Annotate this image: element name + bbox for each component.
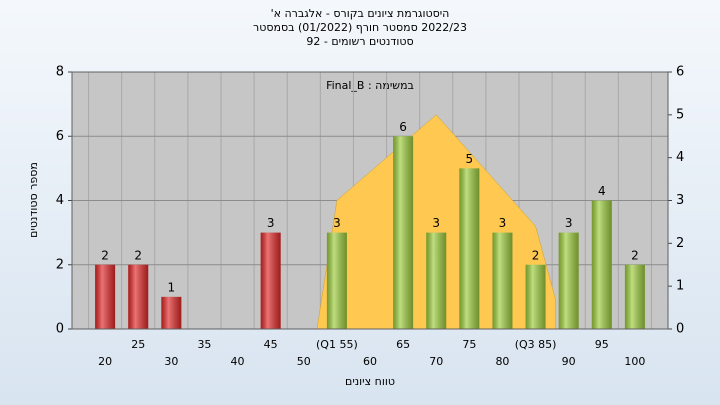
value-label: 2 — [532, 248, 540, 262]
y2-tick-label: 2 — [676, 236, 684, 251]
value-label: 4 — [598, 184, 606, 198]
bar-shading — [492, 232, 513, 329]
value-label: 3 — [565, 216, 573, 230]
annotation: במשימה : Final_B — [326, 79, 414, 92]
bar-shading — [128, 264, 149, 329]
x-tick-label: (Q3 85) — [515, 338, 557, 351]
value-label: 5 — [466, 152, 474, 166]
x-tick-label: 50 — [297, 355, 311, 368]
value-label: 2 — [134, 248, 142, 262]
value-label: 2 — [631, 248, 639, 262]
x-tick-label: 30 — [164, 355, 178, 368]
value-label: 6 — [399, 120, 407, 134]
x-tick-label: 100 — [624, 355, 645, 368]
x-tick-label: 80 — [495, 355, 509, 368]
value-label: 1 — [168, 280, 176, 294]
x-tick-label: 95 — [595, 338, 609, 351]
x-tick-label: 40 — [231, 355, 245, 368]
bar-shading — [459, 168, 480, 329]
value-label: 2 — [101, 248, 109, 262]
y2-tick-label: 6 — [676, 65, 684, 80]
x-tick-label: (Q1 55) — [316, 338, 358, 351]
y2-tick-label: 5 — [676, 107, 684, 122]
bar-shading — [624, 264, 645, 329]
x-tick-label: 90 — [562, 355, 576, 368]
y-tick-label: 2 — [56, 257, 64, 272]
plot-border — [71, 71, 669, 330]
value-label: 3 — [499, 216, 507, 230]
bar-shading — [558, 232, 579, 329]
x-tick-label: 65 — [396, 338, 410, 351]
value-label: 3 — [267, 216, 275, 230]
y-tick-label: 8 — [56, 65, 64, 80]
bar-shading — [591, 200, 612, 329]
value-label: 3 — [432, 216, 440, 230]
y-axis-label: מספר סטודנטים — [27, 162, 40, 238]
y-tick-label: 6 — [56, 129, 64, 144]
chart-subtitle: סטודנטים רשומים - 92 — [306, 35, 413, 48]
x-tick-label: 45 — [264, 338, 278, 351]
x-tick-label: 25 — [131, 338, 145, 351]
y2-tick-label: 0 — [676, 322, 684, 337]
chart-title: היסטוגרמת ציונים בקורס - אלגברה א' — [271, 7, 450, 20]
bar-shading — [525, 264, 546, 329]
bar-shading — [161, 296, 182, 329]
y2-tick-label: 1 — [676, 279, 684, 294]
bar-shading — [393, 136, 414, 329]
y2-tick-label: 3 — [676, 193, 684, 208]
y-tick-label: 0 — [56, 322, 64, 337]
x-tick-label: 60 — [363, 355, 377, 368]
bar-shading — [260, 232, 281, 329]
x-tick-label: 35 — [197, 338, 211, 351]
x-axis-label: טווח ציונים — [345, 375, 395, 388]
y2-tick-label: 4 — [676, 150, 684, 165]
bar-shading — [95, 264, 116, 329]
x-tick-label: 70 — [429, 355, 443, 368]
x-tick-label: 75 — [462, 338, 476, 351]
bar-shading — [426, 232, 447, 329]
y-tick-label: 4 — [56, 193, 64, 208]
chart-subtitle: 2022/23 סמסטר חורף (01/2022) בסמסטר — [253, 21, 467, 34]
value-label: 3 — [333, 216, 341, 230]
x-tick-label: 20 — [98, 355, 112, 368]
bar-shading — [326, 232, 347, 329]
